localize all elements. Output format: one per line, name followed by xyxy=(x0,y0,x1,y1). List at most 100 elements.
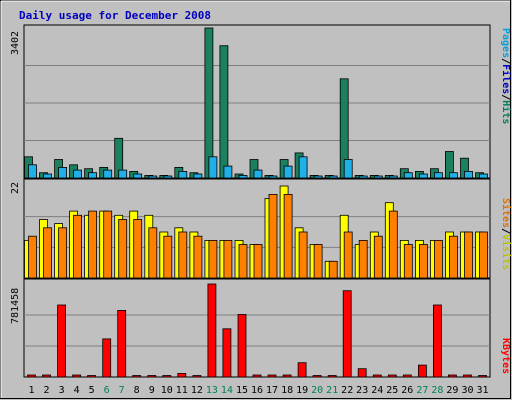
hits-grid xyxy=(24,65,490,141)
hits-bar-files-day-24 xyxy=(373,175,383,179)
x-tick-day-28: 28 xyxy=(431,385,443,396)
visits-bar-sites-day-9 xyxy=(148,227,158,279)
x-tick-day-30: 30 xyxy=(461,385,473,396)
hits-plot-area xyxy=(23,24,491,179)
kbytes-bar-kbytes-day-23 xyxy=(357,368,367,378)
hits-bar-files-day-6 xyxy=(103,169,113,179)
visits-bar-sites-day-1 xyxy=(28,235,37,279)
kbytes-ymax-label: 781458 xyxy=(10,288,21,324)
visits-legend: Sites/Visits xyxy=(500,198,512,270)
kbytes-bar-kbytes-day-10 xyxy=(162,375,172,378)
visits-bar-sites-day-2 xyxy=(43,227,52,279)
x-tick-day-1: 1 xyxy=(28,385,34,396)
visits-bar-sites-day-3 xyxy=(58,227,67,279)
x-tick-day-5: 5 xyxy=(89,385,95,396)
visits-bar-sites-day-14 xyxy=(223,239,233,279)
hits-bar-files-day-26 xyxy=(403,172,413,179)
x-tick-day-4: 4 xyxy=(74,385,80,396)
hits-bar-files-day-1 xyxy=(28,164,37,179)
hits-bar-files-day-4 xyxy=(73,169,82,179)
visits-bar-sites-day-12 xyxy=(193,235,203,279)
x-tick-day-24: 24 xyxy=(371,385,383,396)
kbytes-bar-kbytes-day-19 xyxy=(297,362,307,378)
legend-hits-item-4: Hits xyxy=(500,100,512,124)
kbytes-grid xyxy=(24,314,490,347)
kbytes-bar-kbytes-day-7 xyxy=(117,309,127,378)
hits-bar-files-day-19 xyxy=(298,156,308,179)
kbytes-bar-kbytes-day-20 xyxy=(312,375,322,378)
visits-bar-sites-day-8 xyxy=(133,219,143,279)
visits-bar-sites-day-13 xyxy=(208,239,218,279)
hits-bar-files-day-22 xyxy=(343,159,353,179)
kbytes-bar-kbytes-day-13 xyxy=(207,283,217,378)
kbytes-bar-kbytes-day-25 xyxy=(387,374,397,378)
visits-bar-sites-day-7 xyxy=(118,219,128,279)
hits-bar-files-day-30 xyxy=(464,170,473,179)
hits-bar-files-day-23 xyxy=(358,175,368,179)
visits-bar-sites-day-23 xyxy=(358,239,368,279)
kbytes-bar-kbytes-day-11 xyxy=(177,372,187,378)
kbytes-bar-kbytes-day-6 xyxy=(102,338,112,378)
x-tick-day-11: 11 xyxy=(176,385,188,396)
hits-bar-files-day-31 xyxy=(479,173,488,179)
kbytes-bar-kbytes-day-21 xyxy=(327,375,337,378)
legend-kbytes-item-0: KBytes xyxy=(500,338,511,374)
x-tick-day-2: 2 xyxy=(43,385,49,396)
hits-bar-files-day-25 xyxy=(388,175,398,179)
kbytes-bar-kbytes-day-27 xyxy=(417,364,427,378)
hits-bar-files-day-14 xyxy=(223,165,233,179)
hits-bar-files-day-7 xyxy=(118,169,128,179)
kbytes-bar-kbytes-day-31 xyxy=(478,375,487,378)
kbytes-bar-kbytes-day-24 xyxy=(372,374,382,378)
visits-bar-sites-day-25 xyxy=(388,210,398,279)
kbytes-bar-kbytes-day-26 xyxy=(402,374,412,378)
x-tick-day-10: 10 xyxy=(161,385,173,396)
hits-bar-files-day-29 xyxy=(448,172,458,179)
visits-bar-sites-day-20 xyxy=(313,244,323,279)
visits-bar-sites-day-11 xyxy=(178,231,188,279)
hits-bar-files-day-2 xyxy=(43,173,52,179)
kbytes-legend: KBytes xyxy=(500,338,511,374)
hits-bar-hits-day-14 xyxy=(219,45,229,179)
kbytes-bar-kbytes-day-18 xyxy=(282,374,292,378)
hits-bar-files-day-12 xyxy=(193,173,203,179)
hits-bar-hits-day-13 xyxy=(204,27,214,179)
hits-bar-files-day-20 xyxy=(313,175,323,179)
visits-bar-sites-day-31 xyxy=(479,231,488,279)
hits-bars xyxy=(24,27,488,179)
x-tick-day-17: 17 xyxy=(266,385,278,396)
visits-bar-sites-day-5 xyxy=(88,210,97,279)
visits-bar-sites-day-19 xyxy=(298,231,308,279)
kbytes-bar-kbytes-day-28 xyxy=(432,304,442,378)
x-tick-day-23: 23 xyxy=(356,385,368,396)
x-tick-day-9: 9 xyxy=(149,385,155,396)
x-tick-day-22: 22 xyxy=(341,385,353,396)
visits-bar-sites-day-21 xyxy=(328,260,338,279)
hits-bar-files-day-13 xyxy=(208,156,218,179)
x-tick-day-31: 31 xyxy=(476,385,488,396)
x-tick-day-21: 21 xyxy=(326,385,338,396)
x-tick-day-20: 20 xyxy=(311,385,323,396)
visits-bar-sites-day-4 xyxy=(73,214,82,279)
kbytes-bar-kbytes-day-12 xyxy=(192,375,202,378)
x-tick-day-7: 7 xyxy=(119,385,125,396)
kbytes-bar-kbytes-day-8 xyxy=(132,375,142,378)
x-tick-day-3: 3 xyxy=(59,385,65,396)
kbytes-bar-kbytes-day-14 xyxy=(222,328,232,378)
x-tick-day-12: 12 xyxy=(191,385,203,396)
x-tick-day-14: 14 xyxy=(221,385,233,396)
chart-title: Daily usage for December 2008 xyxy=(19,9,211,22)
visits-bar-sites-day-18 xyxy=(283,193,293,279)
hits-legend: Pages/Files/Hits xyxy=(500,28,512,124)
kbytes-bar-kbytes-day-16 xyxy=(252,374,262,378)
x-tick-day-13: 13 xyxy=(206,385,218,396)
hits-ymax-label: 3402 xyxy=(10,31,21,55)
x-tick-day-19: 19 xyxy=(296,385,308,396)
kbytes-bar-kbytes-day-22 xyxy=(342,290,352,378)
kbytes-bar-kbytes-day-3 xyxy=(57,304,66,378)
x-tick-day-26: 26 xyxy=(401,385,413,396)
visits-bar-sites-day-22 xyxy=(343,231,353,279)
hits-bar-files-day-28 xyxy=(433,172,443,179)
hits-bar-files-day-11 xyxy=(178,170,188,179)
